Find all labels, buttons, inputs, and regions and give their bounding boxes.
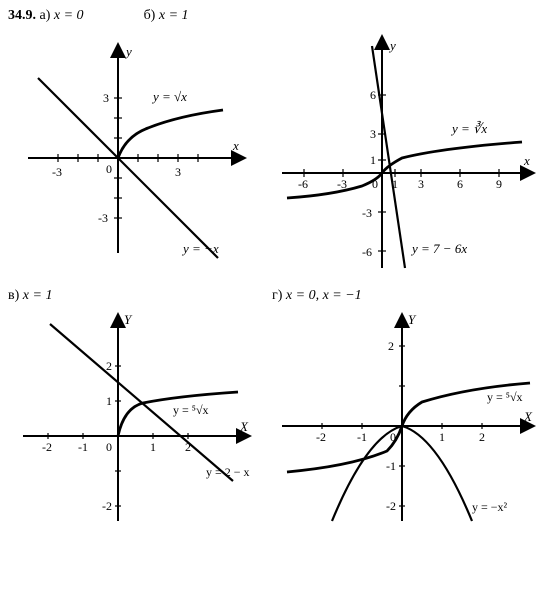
part-a-letter: а) (40, 8, 51, 23)
part-a-answer: x = 0 (54, 8, 84, 23)
ytick-3: 3 (103, 91, 109, 105)
ylabel-a: y (124, 44, 132, 59)
xtick-v0: -2 (42, 440, 52, 454)
ylabel-g: Y (408, 312, 417, 327)
curve-a-line: y = −x (181, 241, 219, 256)
xtick-g1: -1 (357, 430, 367, 444)
ytick-b2: 1 (370, 153, 376, 167)
chart-v: -2 -1 1 2 1 2 -2 0 X Y y = ⁵√x y = 2 − x (8, 306, 258, 531)
xtick-g0: -2 (316, 430, 326, 444)
ytick-v3: 2 (106, 359, 112, 373)
chart-grid: -3 3 3 -3 0 x y y = √x y = −x -6 -3 1 3 … (8, 28, 542, 538)
ytick-v0: -2 (102, 499, 112, 513)
curve-a-sqrt: y = √x (151, 89, 187, 104)
curve-v-root: y = ⁵√x (173, 403, 209, 417)
xlabel-b: x (523, 153, 530, 168)
part-v-letter: в) (8, 288, 19, 303)
panel-v: в) x = 1 -2 -1 1 2 1 2 -2 0 X Y y = ⁵√x … (8, 288, 262, 538)
ylabel-v: Y (124, 312, 133, 327)
xtick-neg3: -3 (52, 165, 62, 179)
ytick-v2: 1 (106, 394, 112, 408)
part-b-answer: x = 1 (159, 8, 189, 23)
panel-a: -3 3 3 -3 0 x y y = √x y = −x (8, 28, 262, 278)
chart-a: -3 3 3 -3 0 x y y = √x y = −x (8, 28, 258, 273)
part-v-answer: x = 1 (23, 288, 53, 303)
part-g-answer: x = 0, x = −1 (286, 288, 362, 303)
curve-b-cbrt: y = ∛x (450, 120, 487, 136)
curve-v-line: y = 2 − x (206, 465, 250, 479)
xtick-3: 3 (175, 165, 181, 179)
part-b-letter: б) (144, 8, 156, 23)
ytick-b3: 3 (370, 127, 376, 141)
origin-v: 0 (106, 440, 112, 454)
chart-b: -6 -3 1 3 6 9 -6 -3 1 3 6 0 x y y = ∛x y… (272, 28, 542, 278)
xtick-b4: 6 (457, 177, 463, 191)
curve-g-root: y = ⁵√x (487, 390, 523, 404)
panel-b: -6 -3 1 3 6 9 -6 -3 1 3 6 0 x y y = ∛x y… (272, 28, 542, 278)
ytick-b1: -3 (362, 206, 372, 220)
ytick-b0: -6 (362, 245, 372, 259)
ytick-b4: 6 (370, 88, 376, 102)
panel-g: г) x = 0, x = −1 -2 -1 1 2 2 -1 -2 0 X Y… (272, 288, 542, 538)
part-g-letter: г) (272, 288, 282, 303)
part-g-row: г) x = 0, x = −1 (272, 288, 542, 304)
part-b: б) x = 1 (144, 8, 189, 24)
problem-number: 34.9. а) x = 0 (8, 8, 84, 24)
header-row: 34.9. а) x = 0 б) x = 1 (8, 8, 542, 24)
xtick-b0: -6 (298, 177, 308, 191)
xtick-g3: 2 (479, 430, 485, 444)
problem-number-text: 34.9. (8, 8, 36, 23)
curve-b-line: y = 7 − 6x (410, 241, 467, 256)
xlabel-g: X (523, 409, 533, 424)
xtick-v1: -1 (78, 440, 88, 454)
ytick-neg3: -3 (98, 211, 108, 225)
xtick-b5: 9 (496, 177, 502, 191)
ytick-g1: -1 (386, 459, 396, 473)
ylabel-b: y (388, 38, 396, 53)
xlabel-v: X (239, 419, 249, 434)
ytick-g3: 2 (388, 339, 394, 353)
part-v-row: в) x = 1 (8, 288, 262, 304)
xtick-b3: 3 (418, 177, 424, 191)
curve-g-par: y = −x² (472, 500, 508, 514)
ytick-g0: -2 (386, 499, 396, 513)
xtick-v2: 1 (150, 440, 156, 454)
xtick-g2: 1 (439, 430, 445, 444)
chart-g: -2 -1 1 2 2 -1 -2 0 X Y y = ⁵√x y = −x² (272, 306, 542, 531)
origin-a: 0 (106, 162, 112, 176)
xlabel-a: x (232, 138, 239, 153)
